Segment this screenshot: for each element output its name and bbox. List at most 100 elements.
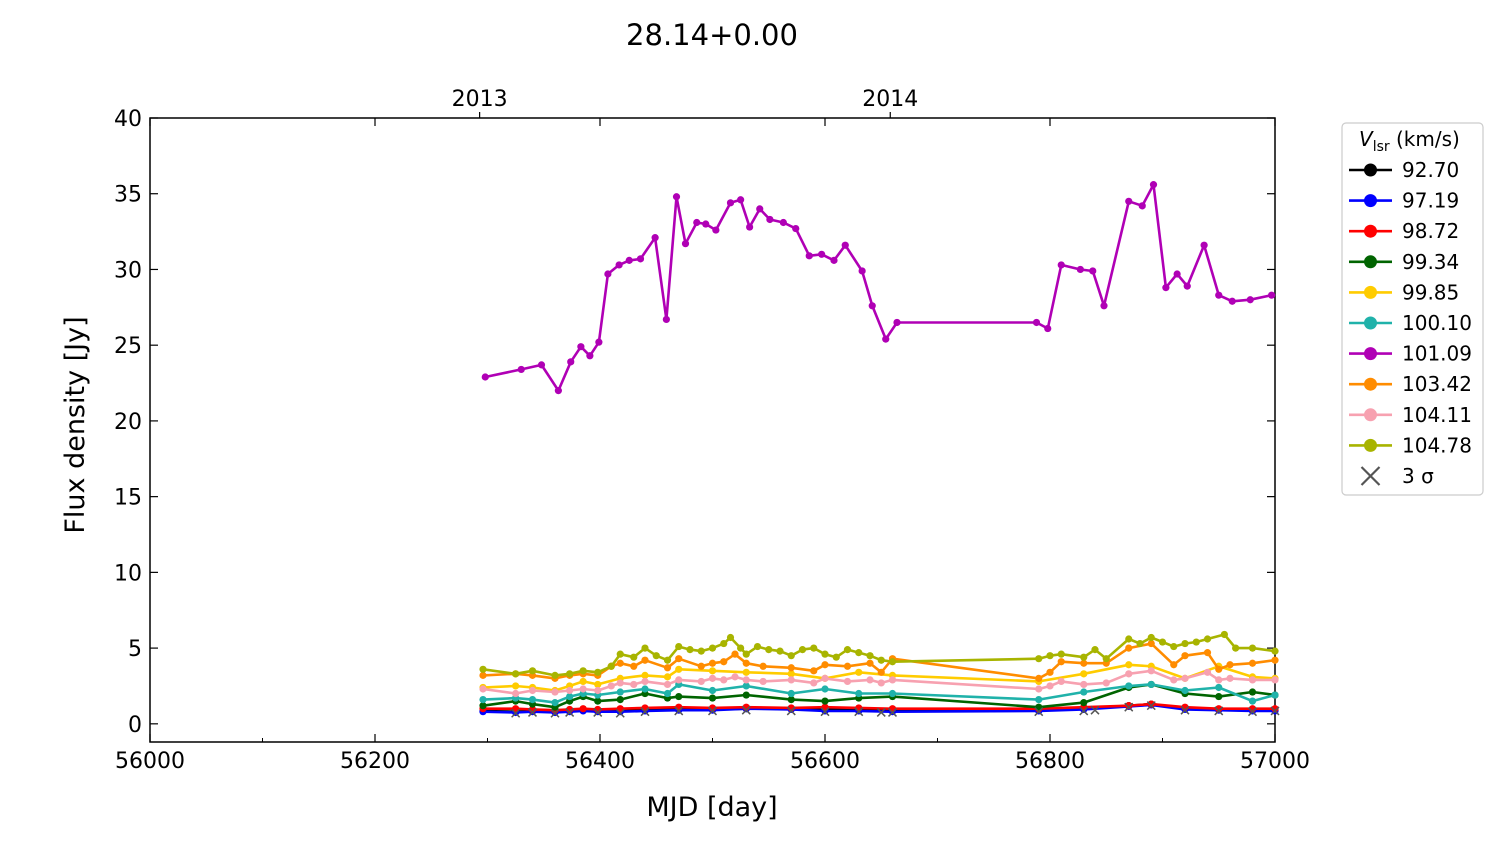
data-point <box>641 644 649 652</box>
data-point <box>479 665 487 673</box>
data-point <box>855 689 863 698</box>
data-point <box>843 646 852 654</box>
legend-title-unit: (km/s) <box>1390 127 1460 151</box>
legend-label: 101.09 <box>1402 342 1472 366</box>
data-point <box>1215 676 1223 684</box>
axis-ticks: 56000 56200 56400 56600 56800 57000 0 5 10 15 20 25… <box>114 87 1310 774</box>
x-tick-label: 56200 <box>340 749 410 774</box>
data-point <box>1162 284 1170 292</box>
data-point <box>1203 649 1212 657</box>
data-point <box>1035 655 1043 663</box>
data-series <box>479 181 1279 717</box>
y-tick-label: 5 <box>128 637 142 662</box>
data-point <box>479 671 487 679</box>
data-point <box>1102 655 1110 663</box>
data-point <box>779 218 787 227</box>
data-point <box>746 223 754 231</box>
data-point <box>675 692 683 701</box>
data-point <box>1215 291 1223 299</box>
data-point <box>742 668 750 676</box>
x-tick-label: 56800 <box>1015 749 1085 774</box>
chart-title: 28.14+0.00 <box>626 18 798 52</box>
limit-marker <box>786 706 796 716</box>
data-point <box>594 686 602 695</box>
data-point <box>594 680 602 689</box>
data-point <box>1057 658 1065 666</box>
limit-marker <box>876 707 886 717</box>
data-point <box>866 652 874 660</box>
data-point <box>1147 639 1155 648</box>
data-point <box>1147 667 1155 675</box>
limit-marker <box>511 708 521 718</box>
data-point <box>821 661 829 669</box>
data-point <box>675 703 683 711</box>
data-point <box>616 695 624 704</box>
data-point <box>1215 683 1223 692</box>
data-point <box>1080 670 1088 678</box>
data-point <box>1149 181 1158 189</box>
data-point <box>737 196 745 204</box>
legend-label: 104.11 <box>1402 403 1472 427</box>
data-point <box>776 647 784 655</box>
data-point <box>551 699 559 707</box>
limit-marker <box>1146 701 1156 711</box>
series-line <box>482 669 1275 695</box>
data-point <box>1138 202 1146 210</box>
legend-label: 99.34 <box>1402 250 1459 274</box>
legend-label: 104.78 <box>1402 433 1472 457</box>
data-point <box>554 387 562 395</box>
legend-label: 100.10 <box>1402 311 1472 335</box>
data-point <box>630 680 638 689</box>
data-point <box>1248 676 1257 684</box>
data-point <box>1226 674 1234 682</box>
limit-marker <box>1034 707 1044 717</box>
x-tick-label: 56400 <box>565 749 635 774</box>
data-point <box>579 705 587 713</box>
legend-entries: 92.70 97.19 98.72 99.34 99.85 100.10 101.09 103… <box>1349 158 1472 488</box>
data-point <box>1147 700 1155 708</box>
data-point <box>652 652 660 660</box>
limit-marker <box>565 707 575 717</box>
data-point <box>810 679 818 687</box>
limit-marker <box>1079 706 1089 716</box>
data-point <box>753 642 762 651</box>
data-point <box>1125 682 1133 690</box>
legend-entry: 101.09 <box>1349 342 1472 366</box>
data-point <box>877 656 885 664</box>
data-point <box>731 650 739 658</box>
data-point <box>663 664 672 672</box>
data-point <box>616 679 624 687</box>
data-point <box>1089 267 1097 275</box>
y-tick-label: 30 <box>114 258 142 283</box>
y-tick-label: 15 <box>114 486 142 511</box>
series-101.09 <box>481 181 1276 395</box>
data-point <box>720 639 728 648</box>
data-point <box>479 685 487 693</box>
limit-marker <box>1247 707 1258 717</box>
data-point <box>1271 676 1279 684</box>
series-line <box>482 642 1276 680</box>
data-point <box>663 680 672 689</box>
data-point <box>479 702 487 710</box>
data-point <box>1170 642 1178 651</box>
data-point <box>1271 691 1279 699</box>
data-point <box>821 697 829 705</box>
data-point <box>1170 661 1178 669</box>
data-point <box>888 689 897 698</box>
data-point <box>866 676 874 684</box>
data-point <box>537 361 546 369</box>
y-tick-label: 20 <box>114 410 142 435</box>
data-point <box>877 679 885 687</box>
data-point <box>697 677 705 686</box>
data-point <box>512 689 520 698</box>
limit-marker <box>707 706 718 716</box>
data-point <box>607 682 615 690</box>
data-point <box>1248 697 1257 705</box>
limit-marker <box>1214 706 1224 716</box>
data-point <box>1246 296 1254 304</box>
data-point <box>1220 630 1228 639</box>
data-point <box>798 646 807 654</box>
data-point <box>566 686 574 695</box>
data-point <box>1271 647 1279 655</box>
